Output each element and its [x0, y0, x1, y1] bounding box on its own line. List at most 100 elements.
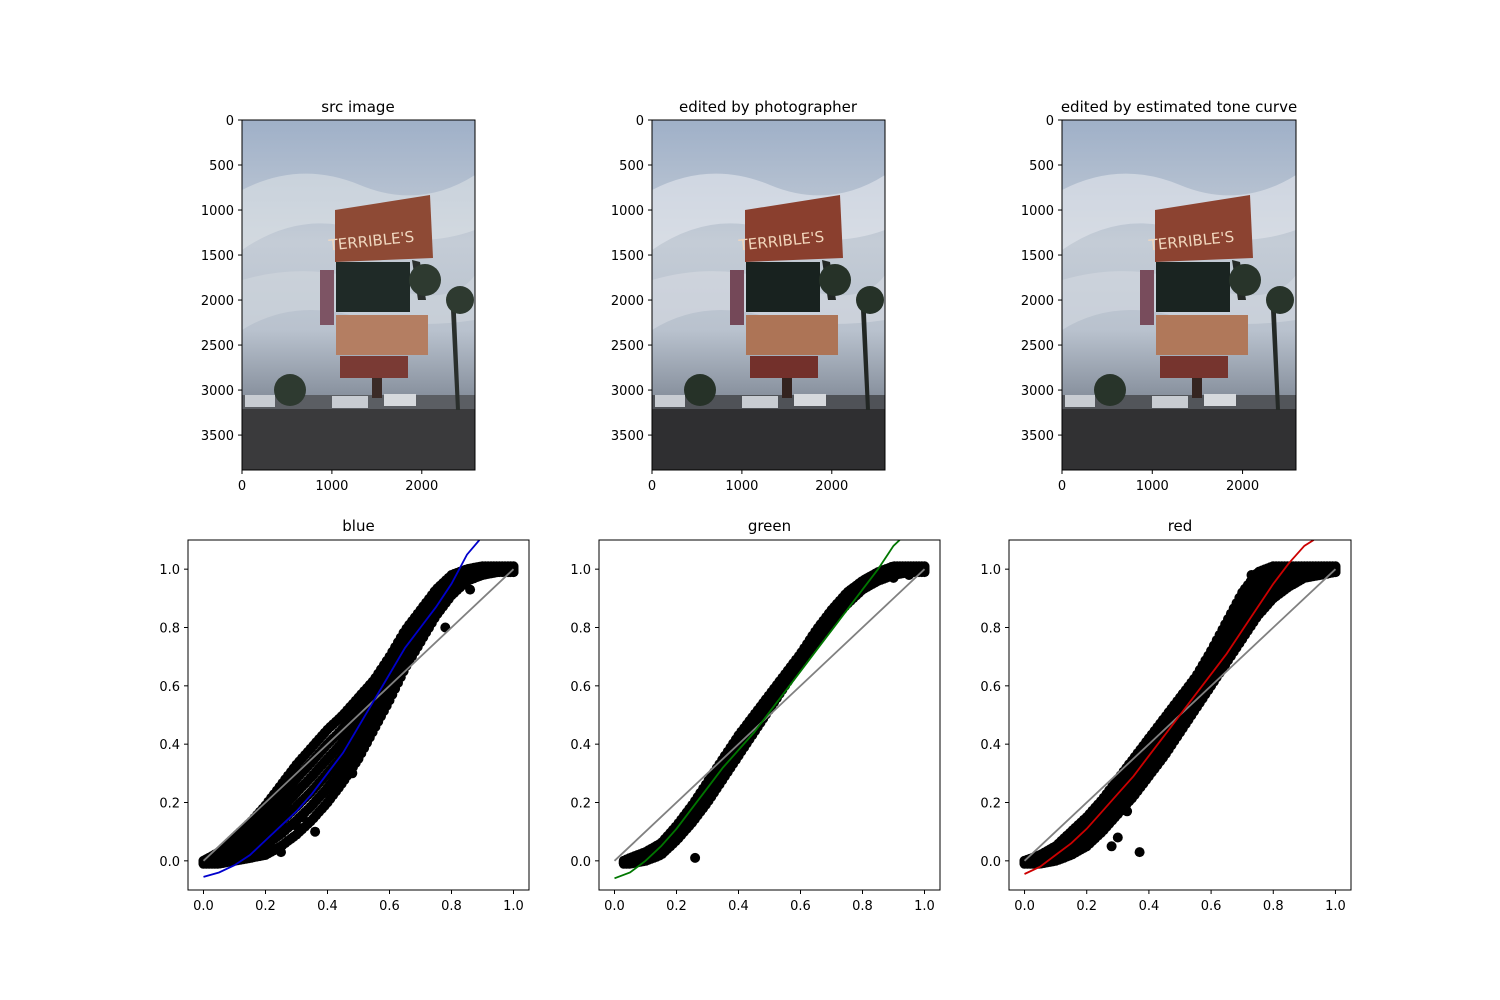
x-tick-label: 2000: [815, 479, 848, 494]
data-point: [359, 727, 370, 738]
x-tick-label: 0.6: [1201, 899, 1222, 914]
y-tick-label: 2000: [1021, 294, 1054, 309]
data-point: [477, 570, 488, 580]
y-tick-label: 3000: [201, 384, 234, 399]
y-tick-label: 0.2: [980, 797, 1001, 812]
axes-frame: [1008, 539, 1352, 891]
x-tick-label: 0.6: [379, 899, 400, 914]
y-tick-label: 0.8: [159, 622, 180, 637]
data-point: [690, 852, 701, 863]
image-axes: 0 1000 2000 0 500 1000 1500 2000 2500 3000 3500: [611, 114, 848, 494]
y-tick-label: 0: [1046, 114, 1054, 129]
panel-title: green: [748, 517, 791, 535]
data-point: [1330, 567, 1341, 578]
y-tick-label: 1.0: [159, 563, 180, 578]
image-panel-tone-curve: edited by estimated tone curve TERRIBLE'…: [1061, 98, 1297, 471]
y-tick-label: 2500: [1021, 339, 1054, 354]
x-tick-label: 1000: [1136, 479, 1169, 494]
x-tick-label: 0.8: [441, 899, 462, 914]
scatter-panel-green: green 0.0 0.2 0.4 0.6 0.8 1.0 0.0 0.2 0.4 0.6 0.8 1.…: [570, 517, 941, 914]
scatter-points: [1019, 561, 1341, 869]
plot-area: [613, 540, 930, 880]
y-tick-label: 500: [1029, 159, 1054, 174]
scatter-panel-red: red 0.0 0.2 0.4 0.6 0.8 1.0 0.0 0.2 0.4 0.6 0.8 1.0: [980, 517, 1352, 914]
y-tick-label: 2000: [201, 294, 234, 309]
x-tick-label: 0.2: [666, 899, 687, 914]
data-point: [328, 782, 339, 793]
y-tick-label: 500: [619, 159, 644, 174]
x-tick-label: 1.0: [503, 899, 524, 914]
fit-curve: [1024, 540, 1315, 875]
y-tick-label: 3500: [1021, 429, 1054, 444]
axes-frame: [187, 539, 530, 891]
y-tick-label: 3500: [201, 429, 234, 444]
y-tick-label: 1000: [1021, 204, 1054, 219]
axes-frame: [598, 539, 941, 891]
y-tick-label: 0.0: [570, 855, 591, 870]
identity-line: [613, 568, 926, 862]
panel-title: red: [1168, 517, 1193, 535]
identity-line: [202, 568, 515, 862]
y-tick-label: 1.0: [570, 563, 591, 578]
x-tick-label: 1.0: [914, 899, 935, 914]
y-tick-label: 0.8: [570, 622, 591, 637]
y-tick-label: 0: [636, 114, 644, 129]
x-tick-label: 0: [1058, 479, 1066, 494]
x-tick-label: 0.8: [852, 899, 873, 914]
y-tick-label: 2000: [611, 294, 644, 309]
x-tick-label: 2000: [1226, 479, 1259, 494]
x-tick-label: 2000: [405, 479, 438, 494]
y-tick-label: 0.4: [980, 738, 1001, 753]
y-tick-label: 1500: [201, 249, 234, 264]
x-tick-label: 1000: [315, 479, 348, 494]
data-point: [1246, 570, 1257, 580]
y-tick-label: 0.4: [159, 738, 180, 753]
y-tick-label: 0: [226, 114, 234, 129]
y-tick-label: 0.6: [159, 680, 180, 695]
image-panel-photographer: edited by photographer TERRIBLE'S: [651, 98, 886, 471]
panel-title: src image: [321, 98, 394, 116]
data-point: [310, 826, 321, 837]
y-tick-label: 1000: [611, 204, 644, 219]
x-tick-label: 0: [648, 479, 656, 494]
data-point: [1106, 841, 1117, 852]
panel-title: edited by estimated tone curve: [1061, 98, 1297, 116]
data-point: [297, 812, 308, 823]
y-tick-label: 1.0: [980, 563, 1001, 578]
y-tick-label: 1500: [611, 249, 644, 264]
sign-photo-src: TERRIBLE'S: [242, 120, 475, 470]
x-tick-label: 1000: [725, 479, 758, 494]
plot-area: [1019, 540, 1341, 875]
y-tick-label: 1500: [1021, 249, 1054, 264]
y-tick-label: 3000: [611, 384, 644, 399]
image-axes: 0 1000 2000 0 500 1000 1500 2000 2500 3000 3500: [1021, 114, 1259, 494]
y-tick-label: 0.2: [570, 797, 591, 812]
data-point: [888, 572, 899, 583]
image-axes: 0 1000 2000 0 500 1000 1500 2000 2500 3000 3500: [201, 114, 438, 494]
data-point: [1112, 832, 1123, 843]
y-tick-label: 1000: [201, 204, 234, 219]
x-tick-label: 0: [238, 479, 246, 494]
panel-title: edited by photographer: [679, 98, 858, 116]
y-tick-label: 500: [209, 159, 234, 174]
y-tick-label: 0.6: [980, 680, 1001, 695]
x-tick-label: 0.2: [255, 899, 276, 914]
y-tick-label: 3000: [1021, 384, 1054, 399]
y-tick-label: 0.4: [570, 738, 591, 753]
data-point: [347, 768, 358, 779]
data-point: [508, 567, 519, 578]
y-tick-label: 2500: [611, 339, 644, 354]
y-tick-label: 0.6: [570, 680, 591, 695]
data-point: [276, 847, 286, 858]
panel-title: blue: [342, 517, 374, 535]
data-point: [904, 570, 914, 580]
x-tick-label: 0.4: [317, 899, 338, 914]
y-tick-label: 0.0: [159, 855, 180, 870]
y-tick-label: 2500: [201, 339, 234, 354]
y-tick-label: 0.8: [980, 622, 1001, 637]
x-tick-label: 1.0: [1325, 899, 1346, 914]
x-tick-label: 0.0: [604, 899, 625, 914]
image-panel-src: src image TERRIBLE'S: [241, 98, 476, 471]
y-tick-label: 0.0: [980, 855, 1001, 870]
